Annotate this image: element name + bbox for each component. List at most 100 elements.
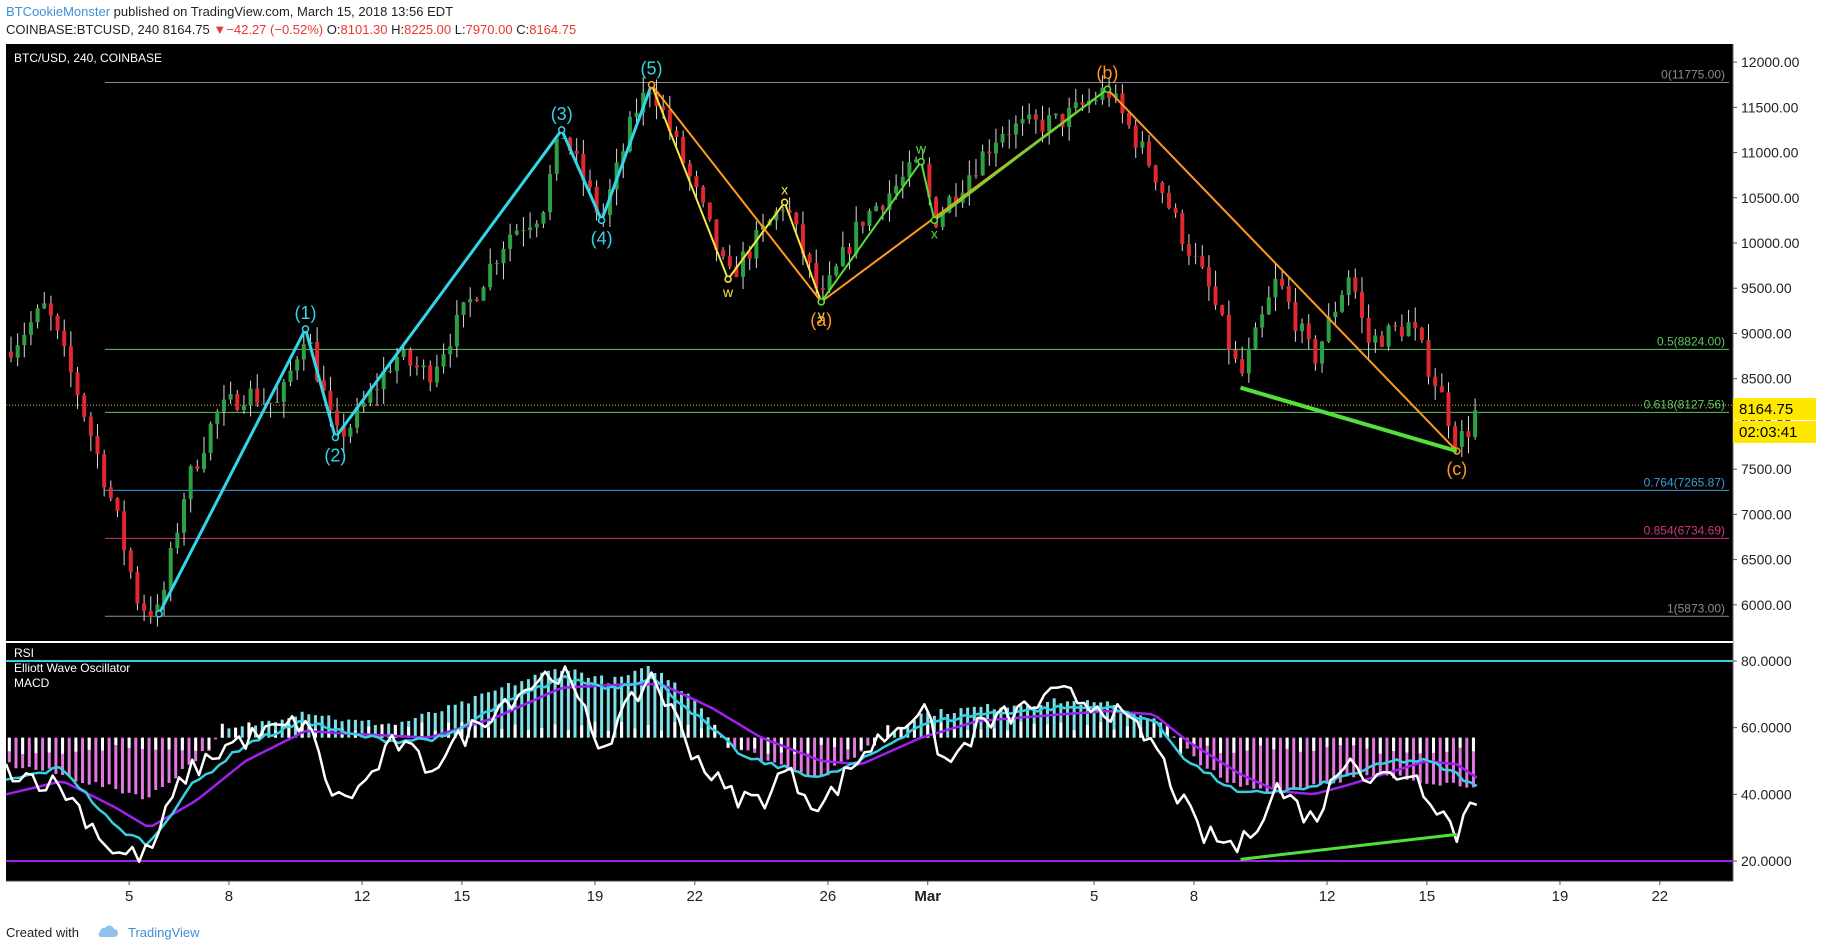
ewo-bar <box>1332 737 1336 784</box>
ewo-bar <box>81 737 85 783</box>
ewo-bar <box>400 721 404 738</box>
candle-body <box>541 212 546 224</box>
ewo-bar <box>666 680 670 738</box>
ewo-bar <box>693 700 697 738</box>
wave-label: (c) <box>1446 459 1467 479</box>
candle-body <box>388 370 393 372</box>
macd-histogram-bar <box>806 737 810 754</box>
high-label: H: <box>391 22 405 37</box>
ewo-bar <box>27 737 31 767</box>
candle-body <box>1346 277 1351 295</box>
macd-histogram-bar <box>899 728 903 738</box>
candle-body <box>162 589 167 605</box>
candle-body <box>1466 431 1471 438</box>
candle-body <box>734 266 739 277</box>
candle-body <box>574 150 579 154</box>
candle-body <box>1073 102 1078 108</box>
candle-body <box>860 221 865 226</box>
price-axis-label: 8500.00 <box>1741 371 1792 387</box>
candle-body <box>780 210 785 212</box>
macd-histogram-bar <box>966 729 970 738</box>
price-change: −42.27 (−0.52%) <box>226 22 324 37</box>
candle-body <box>1340 294 1345 312</box>
macd-histogram-bar <box>420 722 424 738</box>
macd-histogram-bar <box>833 737 837 748</box>
candle-body <box>514 230 519 235</box>
ewo-bar <box>826 737 830 776</box>
price-axis-label: 6500.00 <box>1741 552 1792 568</box>
ewo-bar <box>1412 737 1416 781</box>
tradingview-link[interactable]: TradingView <box>128 925 200 940</box>
ewo-bar <box>1312 737 1316 785</box>
ewo-bar <box>1119 710 1123 738</box>
chart-canvas[interactable]: BTC/USD, 240, COINBASE 6000.00 6500.00 7000… <box>0 44 1822 915</box>
macd-histogram-bar <box>939 722 943 738</box>
candle-body <box>62 330 67 347</box>
candle-body <box>1393 325 1398 327</box>
ohlc-line: COINBASE:BTCUSD, 240 8164.75 ▼−42.27 (−0… <box>6 22 576 37</box>
ewo-bar <box>353 719 357 738</box>
macd-histogram-bar <box>1245 737 1249 751</box>
ewo-bar <box>1345 737 1349 777</box>
ewo-bar <box>1219 737 1223 778</box>
ewo-bar <box>187 737 191 765</box>
candle-body <box>594 186 599 213</box>
ewo-bar <box>486 692 490 738</box>
wave-pivot-marker <box>647 80 656 89</box>
oscillator-axis-label: 20.0000 <box>1741 853 1792 869</box>
ewo-bar <box>87 737 91 785</box>
macd-histogram-bar <box>407 726 411 738</box>
ewo-bar <box>1451 737 1455 783</box>
footer: Created with TradingView <box>0 915 1822 951</box>
candle-body <box>1053 113 1058 116</box>
ewo-bar <box>952 713 956 738</box>
macd-histogram-bar <box>194 737 198 751</box>
wave-label: x <box>781 181 788 197</box>
macd-histogram-bar <box>34 737 38 754</box>
candle-body <box>1266 297 1271 315</box>
ewo-bar <box>906 725 910 738</box>
candle-body <box>1080 102 1085 105</box>
author-link[interactable]: BTCookieMonster <box>6 4 111 19</box>
ewo-bar <box>1378 737 1382 777</box>
macd-histogram-bar <box>526 730 530 738</box>
ewo-bar <box>966 707 970 738</box>
candle-body <box>800 224 805 255</box>
candle-body <box>1186 243 1191 256</box>
ewo-bar <box>47 737 51 769</box>
candle-body <box>1113 93 1118 98</box>
macd-histogram-bar <box>580 725 584 738</box>
macd-histogram-bar <box>1152 723 1156 738</box>
ewo-bar <box>440 711 444 738</box>
macd-histogram-bar <box>313 728 317 738</box>
candle-body <box>587 180 592 187</box>
candle-body <box>1140 141 1145 148</box>
macd-histogram-bar <box>114 737 118 746</box>
candle-body <box>95 435 100 455</box>
ewo-bar <box>773 737 777 763</box>
ewo-bar <box>1132 712 1136 738</box>
ewo-bar <box>1032 706 1036 738</box>
fib-level-label: 0.618(8127.56) <box>1644 397 1725 411</box>
ewo-bar <box>1112 704 1116 738</box>
candle-body <box>1379 335 1384 347</box>
candle-body <box>454 314 459 347</box>
macd-histogram-bar <box>1432 737 1436 753</box>
candle-body <box>142 603 147 612</box>
ewo-bar <box>979 706 983 738</box>
ewo-bar <box>533 674 537 738</box>
macd-histogram-bar <box>1165 724 1169 738</box>
ewo-bar <box>67 737 71 777</box>
ewo-bar <box>1072 701 1076 738</box>
wave-path-corrective-abc <box>650 84 1458 452</box>
fib-level-label: 0.854(6734.69) <box>1644 523 1725 537</box>
ewo-bar <box>799 737 803 773</box>
ewo-bar <box>260 721 264 738</box>
ewo-bar <box>473 695 477 738</box>
price-axis-label: 9000.00 <box>1741 325 1792 341</box>
candle-body <box>1027 114 1032 120</box>
candle-body <box>275 401 280 403</box>
ewo-bar <box>1385 737 1389 776</box>
macd-histogram-bar <box>886 725 890 738</box>
macd-histogram-bar <box>633 728 637 738</box>
